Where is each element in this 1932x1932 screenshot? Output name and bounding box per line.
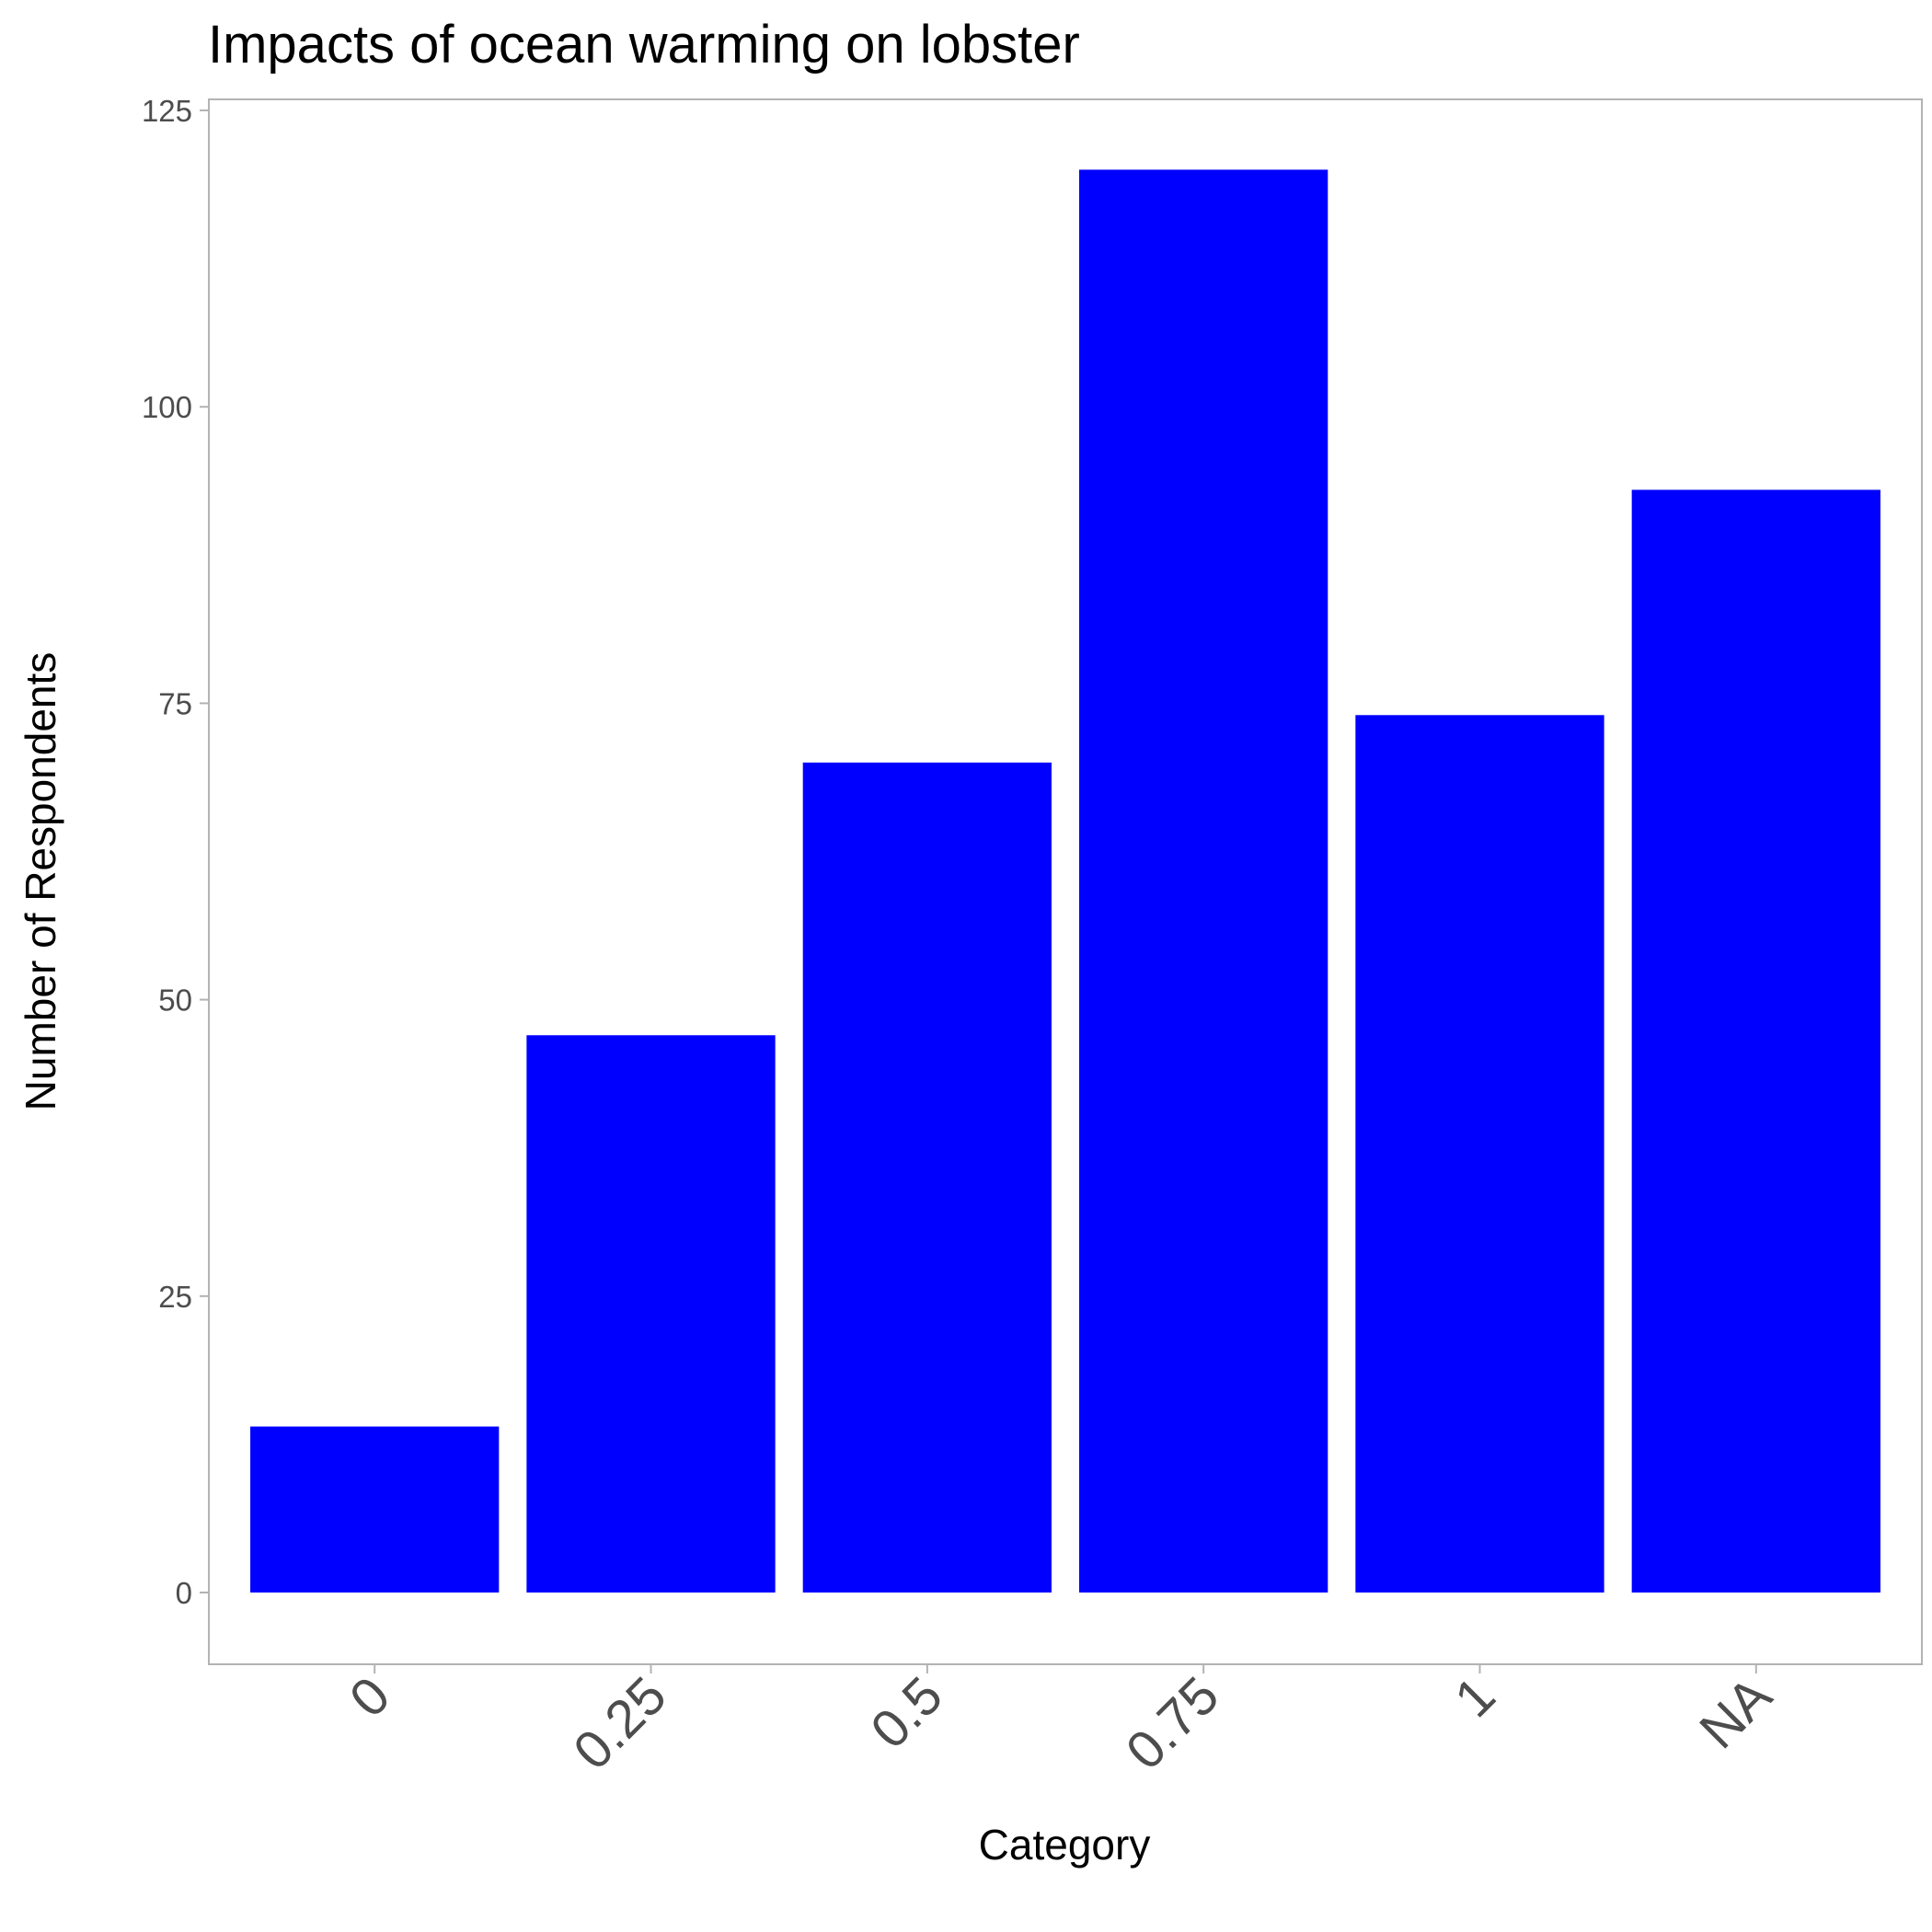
y-tick-label: 100	[142, 390, 192, 424]
bar-0.25	[526, 1035, 776, 1593]
y-tick-label: 25	[158, 1280, 192, 1314]
y-tick-label: 0	[176, 1576, 192, 1610]
chart-title: Impacts of ocean warming on lobster	[208, 15, 1080, 75]
y-axis: 0 25 50 75 100 125	[142, 94, 209, 1610]
y-tick-label: 50	[158, 983, 192, 1018]
y-axis-title: Number of Respondents	[17, 652, 64, 1111]
x-tick-label: 0.75	[1115, 1665, 1231, 1781]
x-axis: 0 0.25 0.5 0.75 1 NA	[339, 1664, 1783, 1781]
bars-group	[250, 169, 1880, 1593]
x-tick-label: 1	[1443, 1665, 1507, 1729]
y-tick-label: 125	[142, 94, 192, 128]
x-tick-label: 0	[339, 1665, 402, 1729]
y-tick-label: 75	[158, 686, 192, 720]
x-tick-label: NA	[1688, 1665, 1783, 1760]
bar-0.75	[1079, 169, 1328, 1593]
bar-0	[250, 1426, 500, 1593]
bar-NA	[1631, 489, 1880, 1593]
x-tick-label: 0.5	[859, 1665, 954, 1760]
x-axis-title: Category	[979, 1821, 1151, 1869]
bar-0.5	[802, 762, 1052, 1593]
x-tick-label: 0.25	[562, 1665, 678, 1781]
bar-1	[1355, 715, 1604, 1593]
